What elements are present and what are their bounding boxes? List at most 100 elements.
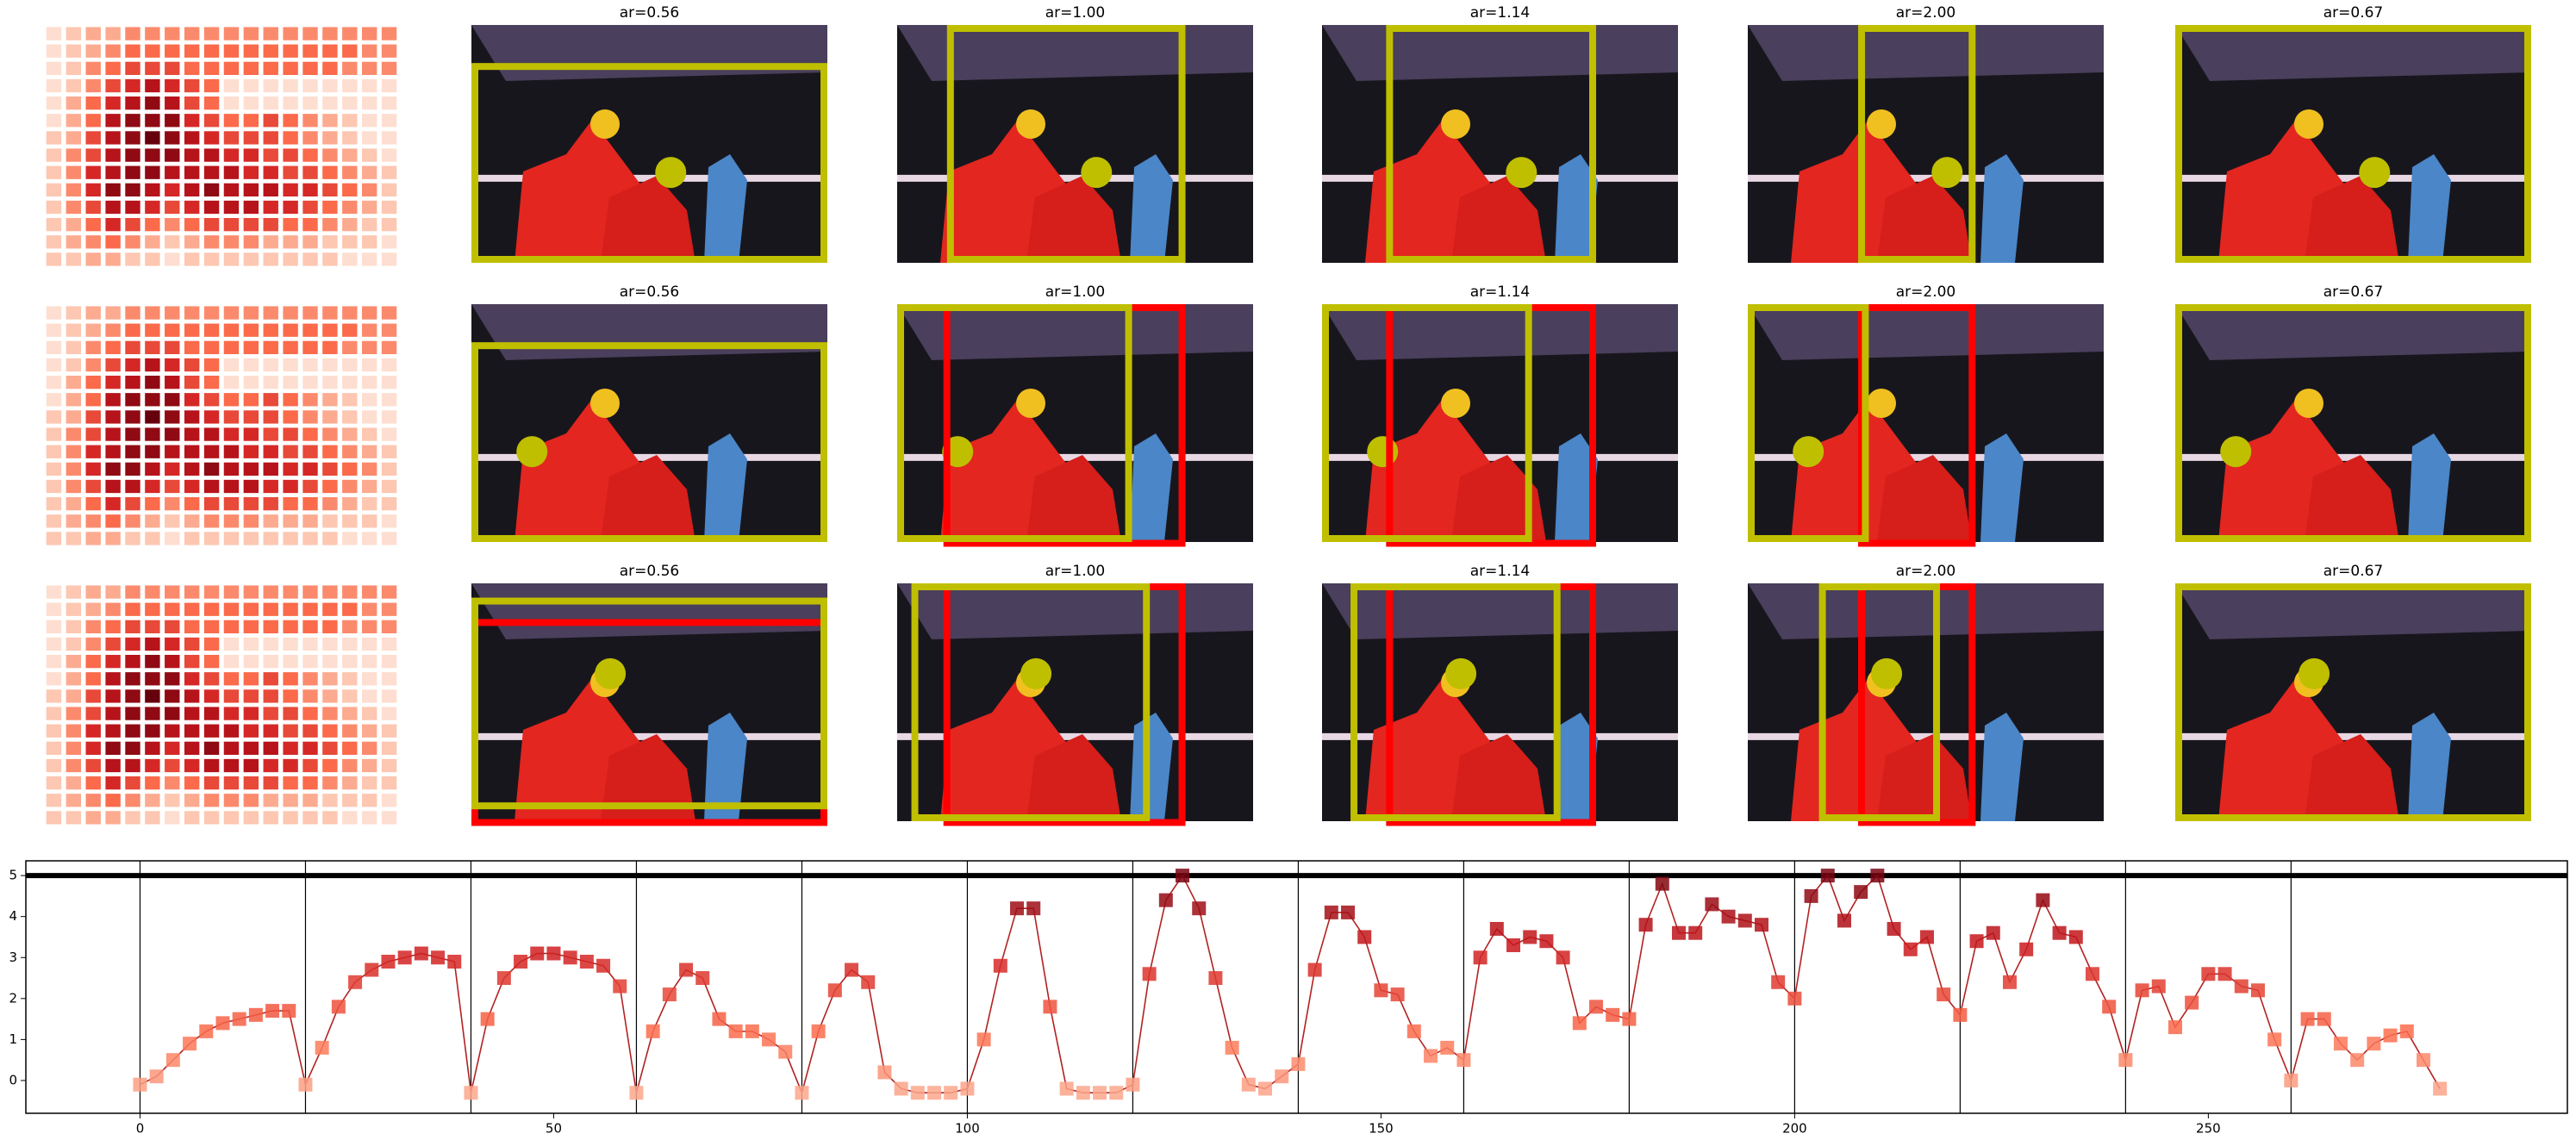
crop-panel	[1748, 25, 2104, 263]
heatmap-cell	[263, 358, 278, 372]
marker	[1341, 905, 1356, 919]
marker	[1506, 938, 1521, 952]
heatmap-cell	[243, 358, 259, 372]
heatmap-cell	[125, 252, 140, 266]
heatmap-cell	[303, 707, 318, 720]
heatmap-cell	[243, 217, 259, 232]
heatmap-cell	[342, 496, 358, 511]
heatmap-cell	[65, 252, 82, 266]
heatmap-cell	[184, 200, 200, 215]
heatmap-cell	[243, 131, 259, 145]
heatmap-cell	[165, 811, 180, 825]
marker	[1440, 1040, 1455, 1055]
marker	[695, 971, 710, 986]
heatmap-cell	[303, 427, 318, 441]
heatmap-cell	[263, 235, 278, 249]
heatmap-cell	[203, 393, 220, 407]
marker	[1324, 905, 1338, 919]
heatmap-cell	[361, 306, 377, 320]
heatmap-cell	[342, 427, 358, 441]
heatmap-cell	[263, 637, 278, 651]
heatmap-cell	[165, 462, 180, 477]
heatmap-cell	[303, 148, 318, 162]
heatmap-cell	[65, 654, 82, 669]
heatmap-cell	[165, 183, 180, 197]
panel-title: ar=1.14	[1470, 4, 1531, 22]
marker	[282, 1004, 296, 1019]
heatmap-cell	[223, 44, 240, 58]
marker	[1705, 897, 1719, 912]
heatmap-cell	[105, 672, 121, 686]
heatmap-cell	[243, 724, 259, 738]
marker	[1804, 888, 1818, 903]
heatmap-cell	[85, 479, 101, 494]
heatmap-cell	[145, 532, 160, 545]
heatmap-cell	[184, 375, 200, 389]
photo-player	[2305, 734, 2399, 821]
heatmap-cell	[203, 637, 220, 651]
heatmap-cell	[145, 27, 160, 40]
heatmap-cell	[342, 96, 358, 110]
heatmap-cell	[283, 200, 298, 215]
heatmap-cell	[263, 654, 278, 669]
heatmap-cell	[322, 462, 338, 477]
marker	[1523, 930, 1537, 944]
heatmap-cell	[46, 776, 62, 790]
heatmap-cell	[85, 61, 101, 76]
photo-player	[1877, 734, 1972, 821]
heatmap-cell	[263, 462, 278, 477]
marker	[1142, 967, 1157, 981]
photo-player	[704, 713, 747, 821]
heatmap-cell	[203, 724, 220, 738]
marker	[1357, 930, 1372, 944]
heatmap-cell	[125, 27, 140, 40]
heatmap-cell	[263, 27, 278, 40]
heatmap-cell	[243, 479, 259, 494]
heatmap-cell	[105, 496, 121, 511]
heatmap-cell	[361, 200, 377, 215]
heatmap-cell	[125, 637, 140, 651]
heatmap-cell	[105, 61, 121, 76]
heatmap-cell	[65, 445, 82, 458]
marker	[1771, 975, 1786, 989]
heatmap-cell	[184, 183, 200, 197]
yellow-dot	[1367, 436, 1399, 468]
heatmap-cell	[105, 602, 121, 616]
marker	[431, 950, 446, 965]
heatmap-cell	[65, 27, 82, 40]
heatmap-cell	[223, 741, 240, 756]
heatmap-cell	[283, 131, 298, 145]
heatmap-cell	[361, 637, 377, 651]
crop-panel	[1748, 304, 2104, 547]
heatmap-cell	[243, 235, 259, 249]
heatmap-cell	[46, 724, 62, 738]
marker	[480, 1012, 495, 1026]
heatmap-cell	[85, 758, 101, 773]
heatmap-cell	[342, 741, 358, 756]
heatmap-cell	[105, 165, 121, 179]
heatmap-cell	[184, 620, 200, 634]
heatmap-cell	[203, 44, 220, 58]
heatmap-cell	[223, 96, 240, 110]
heatmap-cell	[65, 776, 82, 790]
heatmap-cell	[105, 235, 121, 249]
marker	[1225, 1040, 1239, 1055]
heatmap-cell	[381, 445, 397, 458]
heatmap-cell	[223, 427, 240, 441]
heatmap-cell	[46, 306, 62, 320]
heatmap-cell	[184, 114, 200, 128]
heatmap-cell	[184, 165, 200, 179]
heatmap-cell	[65, 61, 82, 76]
heatmap-cell	[223, 514, 240, 528]
heatmap-cell	[184, 78, 200, 93]
marker	[2135, 983, 2149, 998]
heatmap-cell	[65, 165, 82, 179]
heatmap-cell	[145, 217, 160, 232]
heatmap-cell	[223, 672, 240, 686]
photo-net	[897, 174, 1253, 182]
heatmap-cell	[283, 672, 298, 686]
heatmap-cell	[46, 61, 62, 76]
heatmap-cell	[263, 479, 278, 494]
photo-player	[1555, 713, 1598, 821]
heatmap-cell	[65, 672, 82, 686]
